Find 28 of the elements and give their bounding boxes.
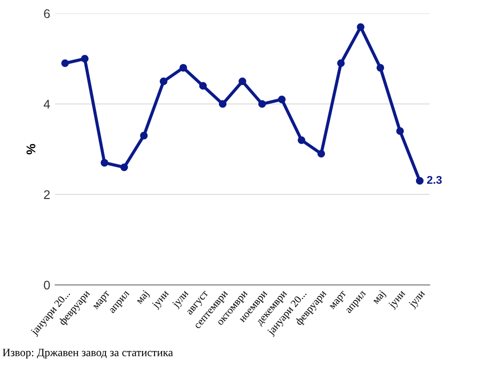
- x-tick-label: мај: [135, 290, 151, 306]
- point: [376, 64, 384, 72]
- y-tick-label: 2: [44, 190, 50, 199]
- point: [120, 163, 128, 172]
- point: [278, 96, 286, 104]
- point: [416, 177, 424, 185]
- point: [317, 150, 326, 158]
- y-tick-label: 0: [44, 280, 50, 290]
- point: [199, 82, 207, 90]
- data-label: 2.3: [427, 176, 442, 184]
- y-axis-title: %: [26, 144, 36, 154]
- y-tick-label: 6: [44, 9, 50, 18]
- point: [356, 23, 364, 31]
- point: [298, 136, 306, 144]
- text: Извор: Државен завод за статистика: [2, 348, 173, 358]
- y-tick-label: 4: [44, 100, 50, 108]
- point: [160, 78, 168, 86]
- point: [218, 100, 227, 108]
- point: [179, 64, 188, 72]
- point: [61, 59, 69, 68]
- point: [100, 158, 108, 167]
- point: [140, 132, 148, 140]
- x-tick-label: мај: [372, 290, 387, 306]
- point: [238, 78, 246, 86]
- point: [396, 127, 404, 135]
- point: [258, 100, 266, 108]
- point: [80, 54, 89, 63]
- point: [337, 59, 345, 68]
